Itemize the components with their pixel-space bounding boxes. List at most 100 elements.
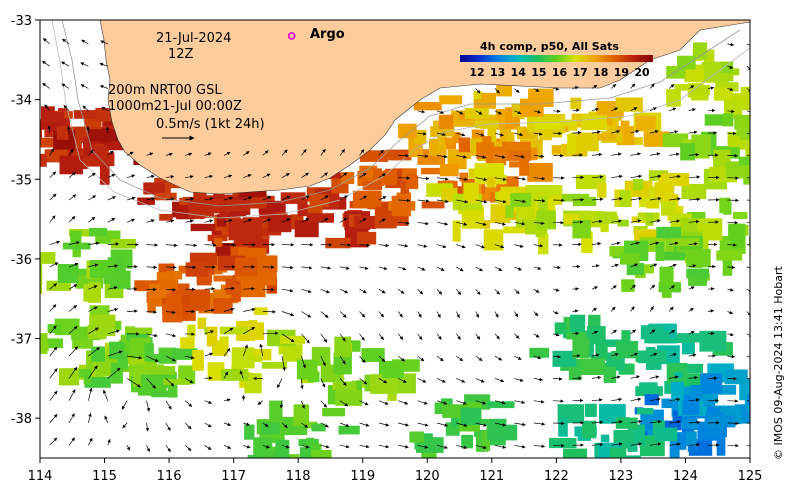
current-arrow (145, 422, 150, 432)
current-arrow (417, 244, 428, 248)
sst-cell (166, 271, 183, 280)
current-arrow (514, 400, 526, 404)
sst-cell (722, 255, 733, 276)
sst-cell (696, 218, 723, 241)
current-arrow (494, 199, 507, 204)
current-arrow (688, 442, 701, 447)
argo-marker[interactable] (287, 32, 296, 40)
x-tick-label: 116 (157, 469, 182, 484)
current-arrow (475, 311, 480, 318)
sst-cell (382, 361, 404, 378)
current-arrow (185, 265, 197, 270)
sst-cell (129, 327, 153, 334)
current-arrow (146, 355, 159, 362)
sst-cell (311, 450, 332, 458)
current-arrow (262, 444, 270, 449)
sst-cell (238, 187, 267, 198)
current-arrow (320, 422, 329, 428)
current-arrow (223, 398, 231, 402)
current-arrow (514, 199, 527, 204)
current-arrow (204, 376, 213, 380)
sst-cell (687, 445, 698, 452)
sst-cell (549, 438, 577, 449)
current-arrow (591, 242, 602, 246)
current-arrow (591, 219, 603, 224)
current-arrow (320, 266, 332, 270)
sst-cell (506, 132, 515, 145)
sst-cell (716, 250, 743, 261)
current-arrow (185, 175, 194, 179)
current-arrow (398, 400, 409, 405)
sst-cell (168, 381, 178, 398)
x-tick-label: 121 (479, 469, 504, 484)
colorbar-tick-label: 18 (593, 66, 608, 79)
sst-cell (527, 163, 553, 182)
sst-patch (529, 314, 639, 384)
current-arrow (727, 310, 734, 315)
current-arrow (630, 329, 636, 335)
sst-cell (73, 110, 97, 119)
current-arrow (456, 444, 468, 449)
current-arrow (727, 65, 734, 69)
current-arrow (649, 306, 654, 312)
sst-cell (47, 324, 62, 333)
current-arrow (669, 442, 681, 446)
sst-cell (536, 185, 561, 196)
current-arrow (165, 422, 171, 431)
current-arrow (436, 110, 445, 114)
sst-cell (0, 133, 19, 147)
sst-cell (633, 178, 644, 191)
current-arrow (669, 306, 674, 312)
current-arrow (107, 286, 118, 290)
y-tick-label: -36 (11, 253, 32, 268)
sst-cell (221, 368, 249, 381)
sst-cell (244, 424, 255, 440)
sst-cell (251, 348, 272, 361)
current-arrow (88, 365, 98, 379)
current-arrow (649, 375, 660, 379)
sst-cell (69, 229, 99, 237)
current-arrow (746, 199, 750, 201)
current-arrow (397, 333, 404, 340)
current-arrow (417, 176, 430, 181)
sst-cell (536, 210, 556, 230)
current-arrow (281, 195, 291, 201)
current-arrow (630, 263, 638, 268)
current-arrow (591, 197, 604, 201)
sst-cell (294, 219, 319, 238)
current-arrow (475, 155, 487, 159)
current-arrow (746, 378, 750, 380)
current-arrow (436, 132, 446, 137)
current-arrow (630, 107, 638, 112)
current-arrow (475, 333, 481, 340)
current-arrow (185, 197, 195, 201)
credit-text: © IMOS 09-Aug-2024 13:41 Hobart (772, 266, 785, 460)
sst-cell (713, 87, 733, 101)
current-arrow (107, 264, 119, 268)
current-arrow (456, 266, 464, 272)
current-arrow (339, 195, 348, 201)
current-arrow (49, 215, 56, 223)
sst-cell (661, 251, 685, 261)
current-arrow (42, 60, 50, 67)
sst-cell (681, 183, 707, 200)
current-arrow (204, 330, 214, 335)
current-arrow (456, 422, 468, 427)
current-arrow (669, 174, 681, 179)
sst-cell (645, 212, 654, 226)
sst-cell (617, 219, 629, 227)
sst-cell (190, 223, 216, 232)
current-arrow (514, 110, 522, 115)
current-arrow (185, 355, 195, 360)
current-arrow (475, 177, 488, 182)
current-arrow (127, 287, 138, 291)
sst-cell (509, 161, 522, 168)
current-arrow (107, 150, 114, 156)
current-arrow (359, 422, 370, 427)
sst-cell (166, 293, 182, 316)
current-arrow (43, 38, 50, 45)
current-arrow (165, 333, 177, 338)
current-arrow (553, 109, 561, 113)
sst-cell (572, 196, 597, 207)
current-arrow (277, 378, 283, 389)
